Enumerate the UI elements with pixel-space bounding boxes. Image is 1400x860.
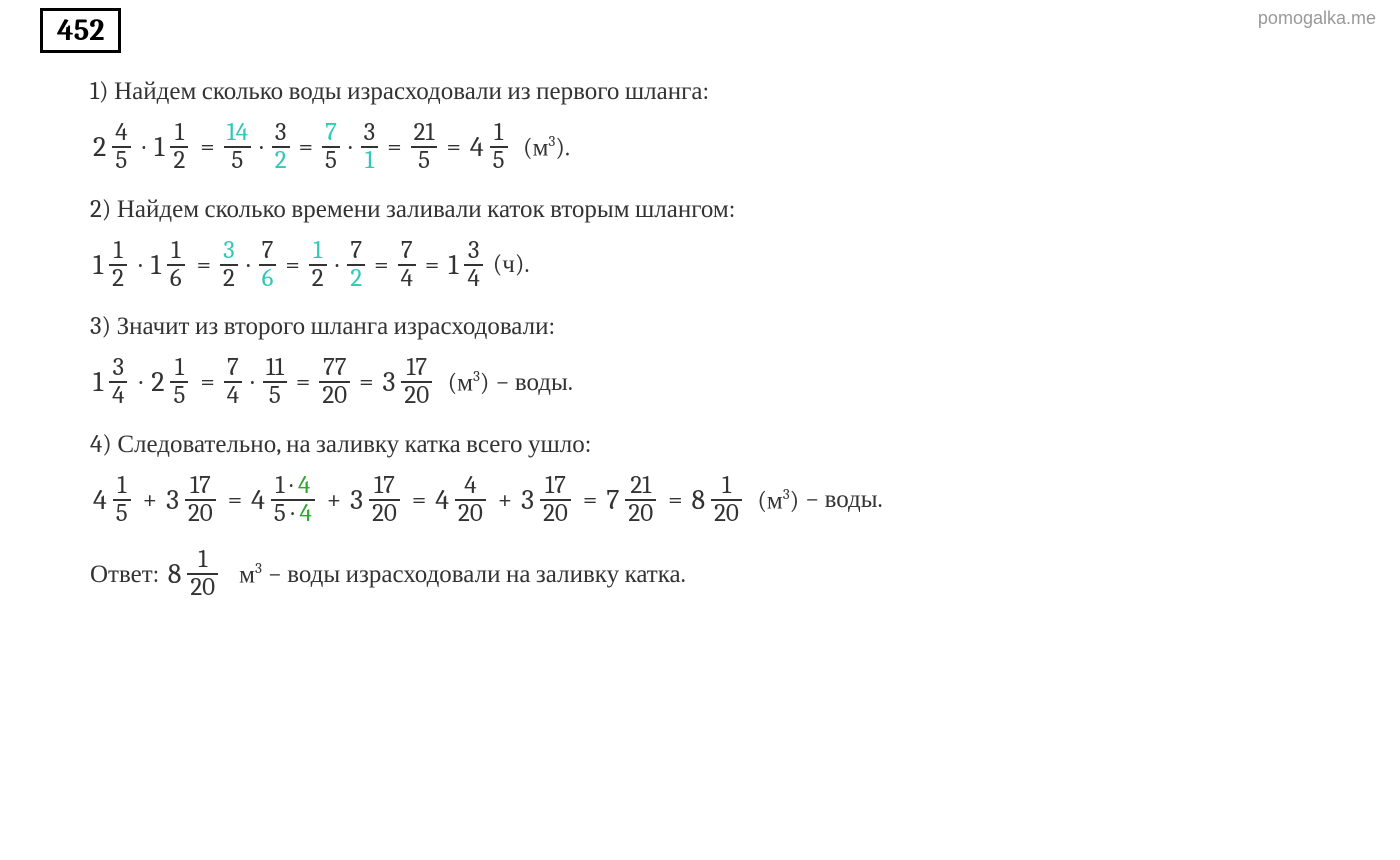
eq1-mixed-3: 4 15 [470, 120, 511, 175]
dot-op: · [143, 134, 146, 160]
equation-3: 1 34 · 2 15 = 74 · 115 = 7720 = 3 1720 (… [90, 355, 1360, 410]
eq-op: = [200, 134, 214, 160]
step-1-text: 1) Найдем сколько воды израсходовали из … [90, 77, 1360, 106]
eq1-frac-4: 31 [361, 120, 379, 175]
step-4-text: 4) Следовательно, на заливку катка всего… [90, 430, 1360, 459]
eq1-unit: (м3). [518, 134, 571, 160]
answer-unit: м3 [228, 559, 262, 589]
answer-label: Ответ: [90, 560, 159, 589]
problem-number: 452 [40, 8, 121, 53]
page-content: 452 1) Найдем сколько воды израсходовали… [0, 0, 1400, 610]
eq1-mixed-1: 2 45 [93, 120, 134, 175]
eq3-unit: (м3) [442, 369, 489, 395]
step-3-text: 3) Значит из второго шланга израсходовал… [90, 312, 1360, 341]
watermark: pomogalka.me [1258, 8, 1376, 29]
equation-2: 1 12 · 1 16 = 32 · 76 = 12 · 72 = 74 = 1… [90, 238, 1360, 293]
answer-tail: − воды израсходовали на заливку катка. [268, 560, 686, 589]
step-2-text: 2) Найдем сколько времени заливали каток… [90, 195, 1360, 224]
eq2-unit: (ч). [493, 252, 530, 277]
answer-row: Ответ: 8 120 м3 − воды израсходовали на … [90, 547, 1360, 602]
eq1-frac-3: 75 [322, 120, 340, 175]
eq4-unit: (м3) [752, 487, 799, 513]
eq4-tail: − воды. [805, 487, 882, 512]
eq1-frac-1: 145 [224, 120, 251, 175]
eq1-frac-2: 32 [272, 120, 290, 175]
eq1-mixed-2: 1 12 [154, 120, 191, 175]
equation-1: 2 45 · 1 12 = 145 · 32 = 75 · 31 = 215 =… [90, 120, 1360, 175]
equation-4: 4 15 + 3 1720 = 4 1 · 4 5 · 4 + 3 1720 =… [90, 473, 1360, 528]
eq3-tail: − воды. [495, 370, 572, 395]
eq1-frac-5: 215 [411, 120, 438, 175]
